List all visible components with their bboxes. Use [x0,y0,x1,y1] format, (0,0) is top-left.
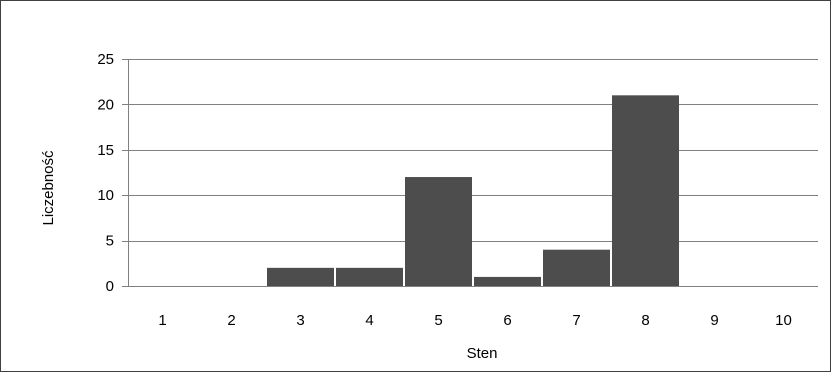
x-tick-label: 6 [503,312,511,329]
x-tick-labels: 1 2 3 4 5 6 7 8 9 10 [158,312,792,329]
bar-5 [405,177,472,286]
x-tick-label: 4 [365,312,373,329]
x-tick-label: 5 [434,312,442,329]
bar-7 [543,249,610,286]
x-tick-label: 9 [710,312,718,329]
y-axis-title: Liczebność [40,150,57,226]
y-tick-label: 10 [97,187,114,204]
x-tick-label: 1 [158,312,166,329]
bar-6 [474,276,541,286]
x-tick-label: 10 [775,312,792,329]
bar-3 [267,267,334,286]
x-tick-label: 8 [641,312,649,329]
y-tick-label: 0 [106,278,114,295]
axes [122,59,818,287]
bars [267,95,679,286]
x-tick-label: 7 [572,312,580,329]
y-tick-label: 25 [97,51,114,68]
bar-4 [336,267,403,286]
y-tick-label: 15 [97,142,114,159]
x-axis-title: Sten [467,345,498,362]
y-tick-labels: 0 5 10 15 20 25 [97,51,114,295]
x-tick-label: 3 [296,312,304,329]
y-tick-label: 5 [106,233,114,250]
y-tick-label: 20 [97,96,114,113]
x-tick-label: 2 [227,312,235,329]
bar-8 [612,95,679,286]
